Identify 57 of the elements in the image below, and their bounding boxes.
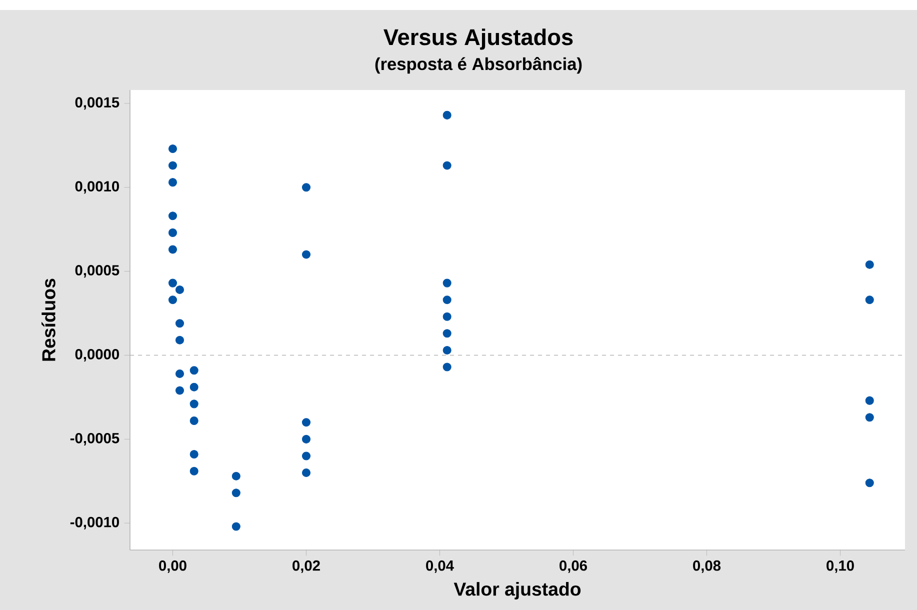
y-tick-label: 0,0005 [75, 265, 120, 278]
point [175, 386, 184, 395]
y-tick-label: 0,0015 [75, 97, 120, 110]
point [302, 434, 311, 444]
point [442, 362, 452, 372]
point [865, 396, 874, 405]
point [442, 296, 452, 304]
point [190, 416, 198, 425]
point [302, 250, 311, 259]
x-axis-title: Valor ajustado [454, 582, 581, 600]
point [190, 366, 198, 375]
x-tick-label: 0,00 [159, 560, 186, 573]
point [302, 183, 311, 192]
point [175, 369, 184, 378]
chart-title: Versus Ajustados [384, 28, 573, 50]
point [865, 478, 874, 488]
point [168, 245, 177, 254]
point [168, 278, 177, 288]
point [442, 110, 452, 120]
x-tick-label: 0,06 [560, 560, 587, 573]
point [232, 522, 240, 531]
point [190, 382, 198, 392]
point [442, 161, 452, 170]
point [190, 450, 198, 459]
y-tick-label: -0,0005 [70, 432, 120, 446]
x-tick-label: 0,10 [826, 560, 854, 573]
point [168, 178, 177, 187]
point [232, 488, 240, 498]
chart-subtitle: (resposta é Absorbância) [375, 57, 582, 74]
x-tick-label: 0,04 [426, 560, 454, 573]
point [302, 452, 311, 460]
x-tick-label: 0,02 [292, 560, 320, 573]
point [442, 346, 452, 354]
point [302, 418, 311, 427]
point [865, 413, 874, 422]
point [175, 336, 184, 344]
point [168, 296, 177, 304]
point [168, 212, 177, 220]
y-tick-label: 0,0010 [75, 181, 119, 194]
point [190, 466, 198, 476]
point [442, 312, 452, 321]
point [175, 286, 184, 294]
point [190, 400, 198, 408]
point [175, 319, 184, 328]
point [168, 144, 177, 154]
point [865, 296, 874, 304]
y-tick-label: 0,0000 [75, 349, 119, 362]
point [865, 260, 874, 269]
point [442, 278, 452, 288]
point [302, 468, 311, 478]
y-tick-label: -0,0010 [70, 516, 119, 530]
x-tick-label: 0,08 [693, 560, 721, 573]
y-axis-title: Resíduos [42, 278, 56, 361]
point [232, 472, 240, 480]
point [168, 161, 177, 170]
point [168, 228, 177, 237]
point [442, 329, 452, 338]
